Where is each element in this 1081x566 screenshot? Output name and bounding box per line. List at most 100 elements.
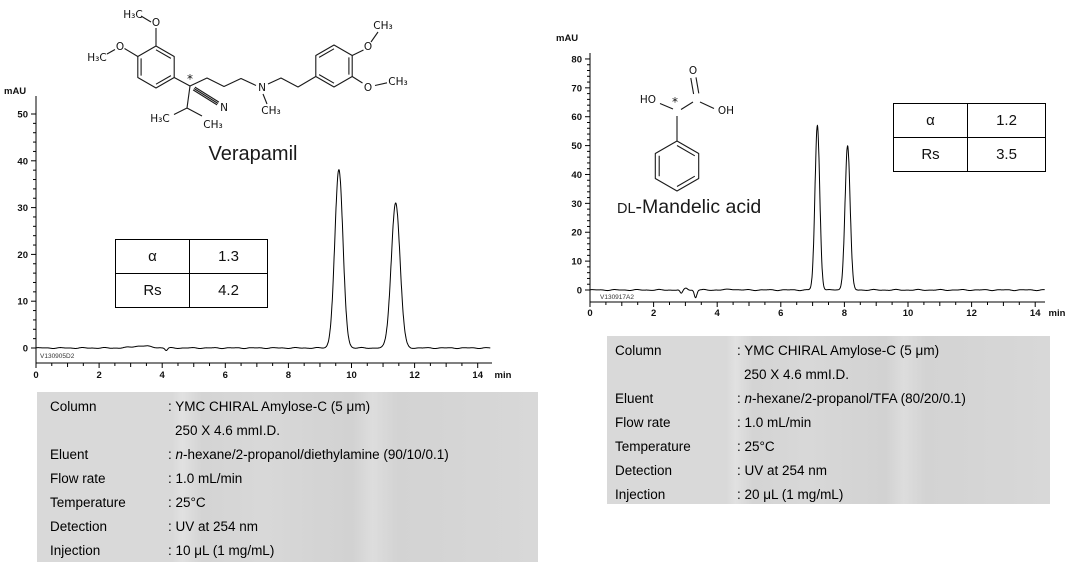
alpha-symbol: α (115, 239, 190, 274)
conditions-panel-right: Column : YMC CHIRAL Amylose-C (5 μm) 250… (607, 336, 1050, 504)
condition-label: Flow rate (50, 471, 106, 486)
nitrile-bond (192, 86, 220, 106)
condition-value: : 10 μL (1 mg/mL) (168, 543, 275, 558)
condition-value: : YMC CHIRAL Amylose-C (5 μm) (168, 399, 371, 414)
y-tick-label: 0 (23, 344, 28, 355)
y-tick-label: 70 (571, 83, 582, 94)
results-table-left: α 1.3 Rs 4.2 (115, 239, 268, 308)
x-tick-label: 6 (778, 308, 783, 319)
bond (267, 76, 317, 88)
y-tick-label: 10 (571, 257, 582, 268)
rs-value: 3.5 (967, 137, 1046, 172)
rs-symbol: Rs (893, 137, 968, 172)
ring-double-bonds (658, 145, 696, 187)
bond (262, 93, 268, 105)
bond (351, 31, 379, 56)
x-tick-label: 10 (346, 370, 357, 381)
y-tick-label: 50 (571, 141, 582, 152)
trace-id: V130905D2 (40, 353, 75, 360)
bond (173, 85, 203, 117)
atom-label: O (689, 65, 697, 77)
trace-id: V130917A2 (600, 294, 634, 301)
x-axis-unit: min (1049, 308, 1066, 319)
x-tick-label: 0 (33, 370, 38, 381)
condition-row: Eluent : n-hexane/2-propanol/TFA (80/20/… (615, 387, 1050, 411)
condition-value: : 20 μL (1 mg/mL) (737, 487, 844, 502)
table-row: Rs 3.5 (893, 137, 1046, 172)
x-tick-label: 12 (966, 308, 977, 319)
bond (351, 76, 388, 87)
mandelic-acid-structure: HO * O OH (640, 65, 734, 192)
condition-label: Eluent (50, 447, 89, 462)
bond (699, 101, 715, 109)
condition-value: : 25°C (168, 495, 206, 510)
atom-label: OH (718, 105, 734, 117)
bond (140, 15, 157, 46)
ring-double-bonds (318, 48, 350, 84)
condition-value-line2: 250 X 4.6 mmI.D. (744, 367, 850, 382)
x-tick-label: 0 (587, 308, 592, 319)
atom-label: H₃C (150, 113, 169, 125)
atom-label: HO (640, 94, 656, 106)
y-tick-label: 80 (571, 54, 582, 65)
x-tick-label: 12 (409, 370, 420, 381)
y-axis-unit: mAU (556, 33, 578, 44)
condition-label: Detection (615, 463, 673, 478)
atom-label: CH₃ (261, 105, 280, 117)
atom-label: O (364, 41, 372, 53)
condition-value: : UV at 254 nm (168, 519, 259, 534)
atom-label: O (152, 17, 160, 29)
condition-row: Injection : 20 μL (1 mg/mL) (615, 483, 1050, 507)
condition-row: Flow rate : 1.0 mL/min (615, 411, 1050, 435)
results-table-right: α 1.2 Rs 3.5 (893, 103, 1046, 172)
y-tick-label: 40 (571, 170, 582, 181)
bond (173, 77, 257, 88)
condition-value: : YMC CHIRAL Amylose-C (5 μm) (737, 343, 940, 358)
atom-label: H₃C (87, 52, 106, 64)
x-tick-label: 2 (96, 370, 101, 381)
chromatogram-right: 0 10 20 30 40 50 60 70 80 0 2 4 6 8 10 12 14 min mAU V13091… (556, 33, 1066, 319)
stereocenter-mark: * (672, 95, 678, 109)
x-tick-label: 8 (842, 308, 847, 319)
chromatogram-trace (35, 169, 491, 351)
rs-symbol: Rs (115, 273, 190, 308)
carbonyl-double-bond (690, 77, 700, 95)
x-tick-label: 6 (223, 370, 228, 381)
atom-label: N (220, 102, 228, 114)
atom-label: O (116, 41, 124, 53)
y-tick-label: 60 (571, 112, 582, 123)
condition-label: Column (615, 343, 662, 358)
condition-label: Detection (50, 519, 108, 534)
atom-label: CH₃ (388, 76, 407, 88)
condition-label: Injection (50, 543, 101, 558)
table-row: α 1.3 (115, 239, 268, 274)
dl-prefix: DL (617, 201, 636, 217)
y-tick-label: 40 (17, 156, 28, 167)
x-tick-label: 8 (286, 370, 291, 381)
y-tick-label: 0 (577, 286, 582, 297)
condition-row: Detection : UV at 254 nm (50, 515, 538, 539)
condition-row: Temperature : 25°C (615, 435, 1050, 459)
conditions-panel-left: Column : YMC CHIRAL Amylose-C (5 μm) 250… (37, 392, 538, 562)
rs-value: 4.2 (189, 273, 268, 308)
condition-value: : UV at 254 nm (737, 463, 828, 478)
benzene-ring (654, 140, 700, 192)
atom-label: CH₃ (203, 119, 222, 131)
y-tick-label: 30 (17, 203, 28, 214)
condition-row: Detection : UV at 254 nm (615, 459, 1050, 483)
bond (106, 48, 139, 57)
x-axis-unit: min (495, 370, 512, 381)
verapamil-structure: H₃C O H₃C O * N H₃C CH₃ N CH₃ O CH₃ O CH… (87, 9, 407, 131)
compound-name-verapamil: Verapamil (208, 143, 298, 165)
condition-label: Eluent (615, 391, 654, 406)
y-tick-label: 30 (571, 199, 582, 210)
condition-value: : 1.0 mL/min (737, 415, 812, 430)
condition-value: : 1.0 mL/min (168, 471, 243, 486)
condition-label: Injection (615, 487, 666, 502)
condition-row: Eluent : n-hexane/2-propanol/diethylamin… (50, 443, 538, 467)
atom-label: O (364, 82, 372, 94)
condition-value-line2: 250 X 4.6 mmI.D. (175, 423, 281, 438)
x-tick-label: 10 (903, 308, 914, 319)
atom-label: CH₃ (373, 20, 392, 32)
condition-row: Flow rate : 1.0 mL/min (50, 467, 538, 491)
